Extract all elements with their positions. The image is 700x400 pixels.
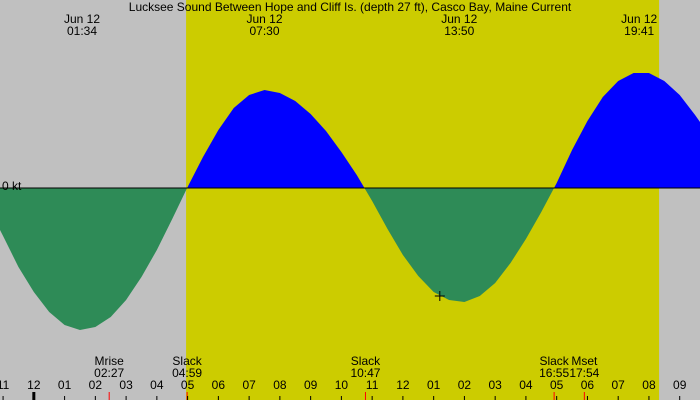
y-tick-label: 0 kt: [2, 179, 22, 193]
x-tick-label: 01: [427, 378, 441, 392]
event-time: 02:27: [94, 366, 124, 380]
x-tick-label: 03: [488, 378, 502, 392]
x-tick-label: 06: [581, 378, 595, 392]
x-tick-label: 05: [181, 378, 195, 392]
event-time: 17:54: [569, 366, 599, 380]
x-tick-label: 02: [89, 378, 103, 392]
chart-title: Lucksee Sound Between Hope and Cliff Is.…: [129, 0, 572, 14]
x-tick-label: 09: [673, 378, 687, 392]
x-tick-label: 07: [242, 378, 256, 392]
event-time: 16:55: [539, 366, 569, 380]
event-time: 13:50: [444, 24, 474, 38]
x-tick-label: 04: [150, 378, 164, 392]
x-tick-label: 05: [550, 378, 564, 392]
ebb-area: [0, 188, 700, 330]
x-tick-label: 01: [58, 378, 72, 392]
event-date: Jun 12: [64, 12, 100, 26]
event-time: 19:41: [624, 24, 654, 38]
event-label: Slack: [539, 354, 569, 368]
x-tick-label: 08: [273, 378, 287, 392]
flood-area: [0, 73, 700, 188]
x-tick-label: 11: [0, 378, 10, 392]
event-label: Slack: [172, 354, 202, 368]
x-tick-label: 03: [119, 378, 133, 392]
event-label: Slack: [351, 354, 381, 368]
x-tick-label: 07: [612, 378, 626, 392]
event-label: Mset: [571, 354, 598, 368]
now-marker: [434, 291, 445, 301]
x-tick-label: 08: [642, 378, 656, 392]
x-tick-label: 09: [304, 378, 318, 392]
event-time: 10:47: [350, 366, 380, 380]
x-tick-label: 04: [519, 378, 533, 392]
x-tick-label: 06: [212, 378, 226, 392]
x-tick-label: 02: [458, 378, 472, 392]
event-date: Jun 12: [621, 12, 657, 26]
event-time: 04:59: [172, 366, 202, 380]
event-time: 07:30: [249, 24, 279, 38]
x-tick-label: 11: [366, 378, 379, 392]
event-time: 01:34: [67, 24, 97, 38]
event-date: Jun 12: [246, 12, 282, 26]
event-date: Jun 12: [441, 12, 477, 26]
event-label: Mrise: [95, 354, 125, 368]
x-tick-label: 12: [396, 378, 410, 392]
x-tick-label: 12: [27, 378, 41, 392]
x-tick-label: 10: [335, 378, 349, 392]
